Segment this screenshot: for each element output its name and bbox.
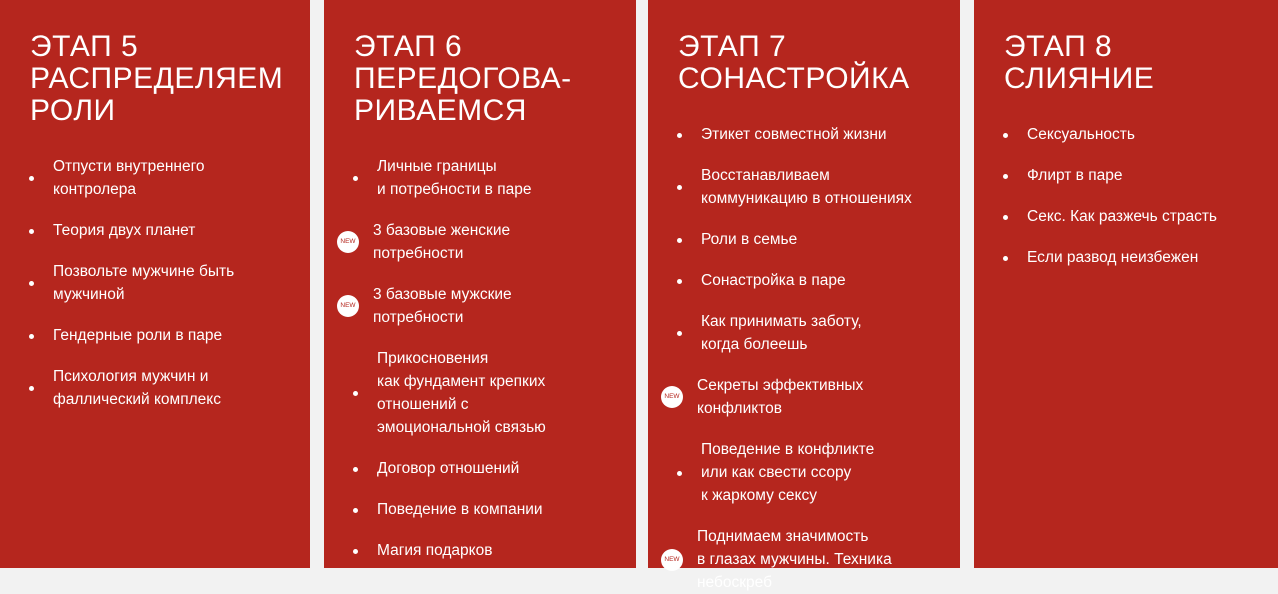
list-item: Как принимать заботу, когда болеешь — [677, 310, 960, 356]
topic-list: Личные границы и потребности в паре NEW 3 … — [337, 155, 636, 562]
bullet-icon — [353, 391, 358, 396]
list-item: Договор отношений — [353, 457, 636, 480]
list-item: Если развод неизбежен — [1003, 246, 1278, 269]
stage-card-8: ЭТАП 8 СЛИЯНИЕ Сексуальность Флирт в паре С… — [974, 0, 1278, 568]
item-text: Этикет совместной жизни — [701, 126, 887, 143]
item-text: Договор отношений — [377, 460, 520, 477]
list-item: Позвольте мужчине быть мужчиной — [29, 260, 310, 306]
item-text: Если развод неизбежен — [1027, 249, 1199, 266]
item-text: Флирт в паре — [1027, 167, 1123, 184]
bullet-icon — [29, 386, 34, 391]
list-item: Психология мужчин и фаллический комплекс — [29, 365, 310, 411]
list-item: NEW Секреты эффективных конфликтов — [661, 374, 960, 420]
bullet-icon — [677, 278, 682, 284]
stage-card-5: ЭТАП 5 РАСПРЕДЕЛЯЕМ РОЛИ Отпусти внутренн… — [0, 0, 310, 568]
bullet-icon — [353, 466, 358, 472]
bullet-icon — [1003, 214, 1008, 220]
stage-title: ЭТАП 8 СЛИЯНИЕ — [1004, 30, 1155, 95]
item-text: Сонастройка в паре — [701, 272, 846, 289]
new-badge-icon: NEW — [337, 295, 359, 317]
item-text: Восстанавливаем коммуникацию в отношения… — [701, 167, 912, 207]
list-item: Прикосновения как фундамент крепких отно… — [353, 347, 636, 439]
list-item: Личные границы и потребности в паре — [353, 155, 636, 201]
bullet-icon — [29, 333, 34, 339]
item-text: Отпусти внутреннего контролера — [53, 158, 205, 198]
list-item: Поведение в конфликте или как свести ссо… — [677, 438, 960, 507]
list-item: Восстанавливаем коммуникацию в отношения… — [677, 164, 960, 210]
new-badge-icon: NEW — [337, 231, 359, 253]
bullet-icon — [1003, 173, 1008, 179]
item-text: Секс. Как разжечь страсть — [1027, 208, 1217, 225]
item-text: Поднимаем значимость в глазах мужчины. Т… — [697, 528, 892, 591]
bullet-icon — [677, 237, 682, 243]
item-text: Теория двух планет — [53, 222, 196, 239]
stage-title: ЭТАП 7 СОНАСТРОЙКА — [678, 30, 910, 95]
bullet-icon — [677, 132, 682, 138]
bullet-icon — [29, 281, 34, 286]
list-item: Флирт в паре — [1003, 164, 1278, 187]
list-item: Теория двух планет — [29, 219, 310, 242]
new-badge-icon: NEW — [661, 386, 683, 408]
list-item: NEW 3 базовые мужские потребности — [337, 283, 636, 329]
list-item: Гендерные роли в паре — [29, 324, 310, 347]
list-item: Магия подарков — [353, 539, 636, 562]
list-item: Этикет совместной жизни — [677, 123, 960, 146]
stage-title: ЭТАП 6 ПЕРЕДОГОВА- РИВАЕМСЯ — [354, 30, 572, 127]
item-text: Секреты эффективных конфликтов — [697, 377, 864, 417]
bullet-icon — [353, 507, 358, 513]
list-item: Отпусти внутреннего контролера — [29, 155, 310, 201]
bullet-icon — [353, 176, 358, 181]
bullet-icon — [1003, 255, 1008, 261]
item-text: Позвольте мужчине быть мужчиной — [53, 263, 235, 303]
item-text: Личные границы и потребности в паре — [377, 158, 532, 198]
stage-card-7: ЭТАП 7 СОНАСТРОЙКА Этикет совместной жизн… — [648, 0, 960, 591]
topic-list: Отпусти внутреннего контролера Теория дву… — [29, 155, 310, 411]
new-badge-icon: NEW — [661, 548, 683, 571]
item-text: Гендерные роли в паре — [53, 327, 223, 344]
stage-card-6: ЭТАП 6 ПЕРЕДОГОВА- РИВАЕМСЯ Личные границ… — [324, 0, 636, 568]
item-text: Прикосновения как фундамент крепких отно… — [377, 350, 546, 436]
bullet-icon — [677, 331, 682, 336]
bullet-icon — [29, 176, 34, 181]
list-item: NEW Поднимаем значимость в глазах мужчины… — [661, 525, 960, 594]
bullet-icon — [1003, 132, 1008, 138]
list-item: Сонастройка в паре — [677, 269, 960, 292]
item-text: Поведение в конфликте или как свести ссо… — [701, 441, 875, 504]
list-item: Сексуальность — [1003, 123, 1278, 146]
list-item: Секс. Как разжечь страсть — [1003, 205, 1278, 228]
item-text: Сексуальность — [1027, 126, 1135, 143]
list-item: Поведение в компании — [353, 498, 636, 521]
list-item: Роли в семье — [677, 228, 960, 251]
stage-title: ЭТАП 5 РАСПРЕДЕЛЯЕМ РОЛИ — [30, 30, 284, 127]
bullet-icon — [677, 470, 682, 476]
item-text: Как принимать заботу, когда болеешь — [701, 313, 862, 353]
list-item: NEW 3 базовые женские потребности — [337, 219, 636, 265]
topic-list: Этикет совместной жизни Восстанавливаем к… — [661, 123, 960, 594]
topic-list: Сексуальность Флирт в паре Секс. Как разже… — [1003, 123, 1278, 269]
bullet-icon — [677, 185, 682, 190]
item-text: 3 базовые женские потребности — [373, 222, 511, 262]
item-text: 3 базовые мужские потребности — [373, 286, 512, 326]
item-text: Поведение в компании — [377, 501, 543, 518]
bullet-icon — [353, 548, 358, 554]
item-text: Магия подарков — [377, 542, 493, 559]
item-text: Психология мужчин и фаллический комплекс — [53, 368, 221, 408]
bullet-icon — [29, 228, 34, 234]
item-text: Роли в семье — [701, 231, 798, 248]
